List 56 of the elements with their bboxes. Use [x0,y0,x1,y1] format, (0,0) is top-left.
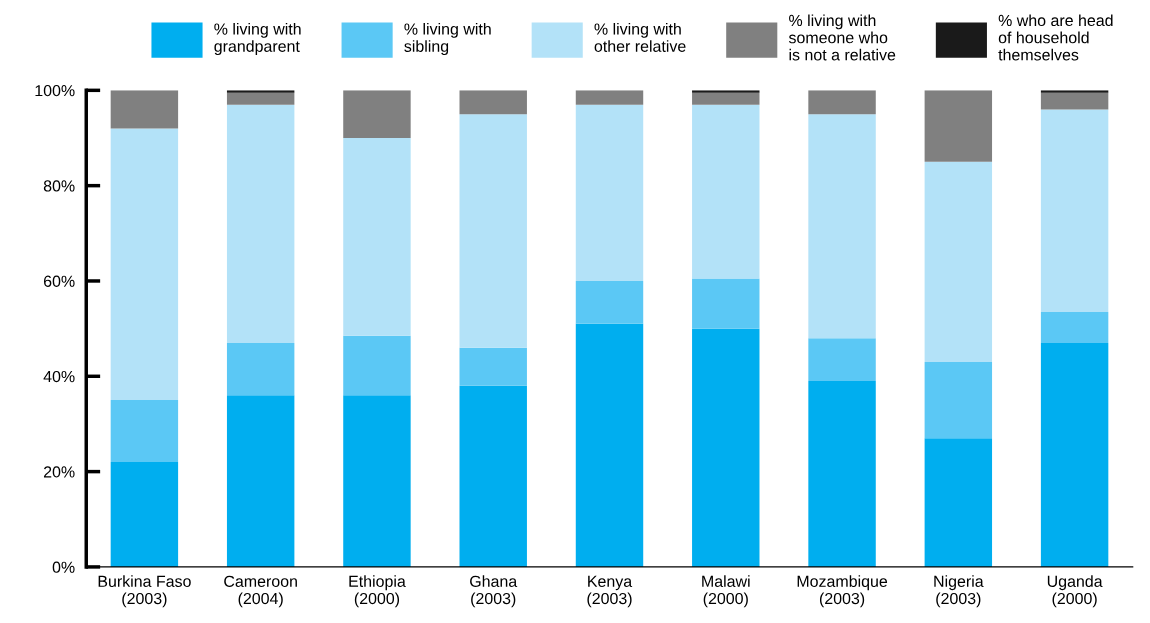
bar [226,342,295,396]
bar [110,462,179,567]
bar [924,361,993,439]
bar [1040,92,1109,110]
legend-label: % living with sibling [404,22,491,56]
y-tick-label: 80% [43,180,75,192]
bar [924,90,993,162]
bar [575,90,644,105]
y-tick-label: 60% [43,275,75,287]
bar [808,381,876,567]
x-tick-label: Uganda (2000) [1047,575,1103,608]
bar [110,400,179,463]
bar [1040,342,1109,567]
bar [459,347,527,386]
legend-label: % who are head of household themselves [998,14,1113,61]
bar [459,385,527,567]
y-tick-label: 40% [43,370,75,383]
bar [226,92,295,105]
x-tick-label: Mozambique (2003) [797,575,888,608]
bar [459,90,527,115]
bar [808,90,876,115]
bar [226,104,295,343]
y-tick-label: 20% [43,466,75,478]
x-tick-label: Cameroon (2004) [224,575,297,608]
bar [924,161,993,362]
bar [343,90,411,138]
bar [692,328,760,567]
legend-label: % living with other relative [594,22,686,52]
bar [692,278,760,329]
x-tick-label: Ethiopia (2000) [349,575,406,608]
bar [459,114,527,348]
bar [226,395,295,567]
bar [575,323,644,567]
bar [575,104,644,281]
bar [343,137,411,336]
bar [110,128,179,401]
x-tick-label: Nigeria (2003) [934,575,984,608]
bar [692,92,760,105]
x-tick-label: Malawi (2000) [702,575,750,608]
bar [1040,311,1109,343]
bar [924,438,993,567]
legend-label: % living with grandparent [214,22,301,56]
bar [343,395,411,567]
x-tick-label: Ghana (2003) [470,575,518,608]
bar [110,90,179,129]
bar [692,104,760,279]
y-tick-label: 100% [35,84,75,97]
bar [343,335,411,396]
bar [808,338,876,382]
x-tick-label: Kenya (2003) [587,575,633,608]
bar [808,114,876,339]
y-tick-label: 0% [52,561,75,573]
bar [575,280,644,324]
bar [1040,109,1109,312]
legend-label: % living with someone who is not a relative [788,14,896,61]
x-tick-label: Burkina Faso (2003) [98,575,191,608]
